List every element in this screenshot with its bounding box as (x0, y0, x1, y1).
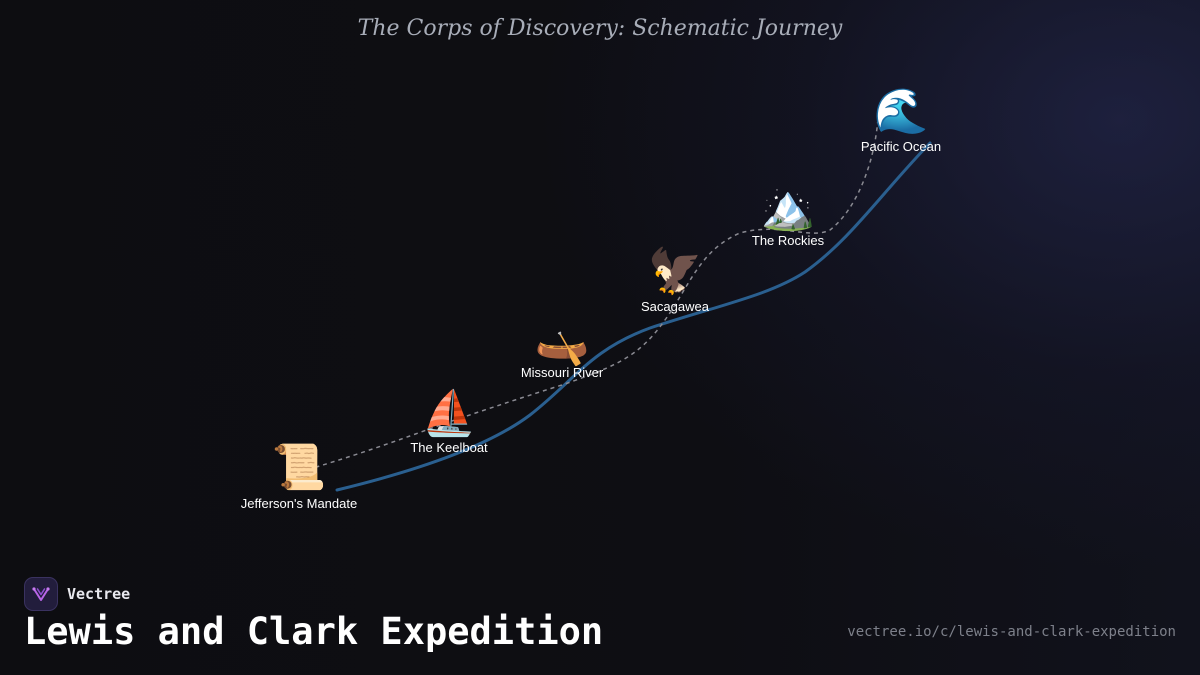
vectree-logo-icon (24, 577, 58, 611)
sailboat-icon: ⛵ (422, 388, 477, 439)
brand[interactable]: Vectree (24, 577, 130, 611)
milestone-connector-dotted (299, 117, 879, 473)
milestone-pacific[interactable]: 🌊 Pacific Ocean (861, 86, 941, 154)
diagram-title: The Corps of Discovery: Schematic Journe… (357, 16, 843, 41)
milestone-nodes: 📜 Jefferson's Mandate ⛵The Keelboat 🛶Missou… (241, 86, 941, 511)
expedition-route-line (335, 141, 932, 492)
milestone-rockies[interactable]: 🏔️The Rockies (752, 182, 825, 248)
page-title: Lewis and Clark Expedition (24, 610, 604, 653)
eagle-icon: 🦅 (648, 244, 703, 297)
milestone-label: Pacific Ocean (861, 139, 941, 154)
milestone-label: Jefferson's Mandate (241, 496, 357, 511)
milestone-jefferson[interactable]: 📜 Jefferson's Mandate (241, 442, 357, 511)
milestone-label: The Rockies (752, 233, 825, 248)
milestone-sacagawea[interactable]: 🦅 Sacagawea (641, 244, 710, 314)
milestone-label: Sacagawea (641, 299, 710, 314)
milestone-keelboat[interactable]: ⛵The Keelboat (410, 388, 488, 455)
milestone-missouri[interactable]: 🛶Missouri River (521, 317, 604, 380)
milestone-label: Missouri River (521, 365, 604, 380)
source-url[interactable]: vectree.io/c/lewis-and-clark-expedition (847, 624, 1176, 640)
milestone-label: The Keelboat (410, 440, 488, 455)
scroll-icon: 📜 (272, 442, 327, 493)
brand-name: Vectree (67, 585, 131, 603)
canoe-icon: 🛶 (535, 317, 590, 368)
wave-icon: 🌊 (874, 86, 929, 137)
mountain-icon: 🏔️ (761, 182, 816, 233)
